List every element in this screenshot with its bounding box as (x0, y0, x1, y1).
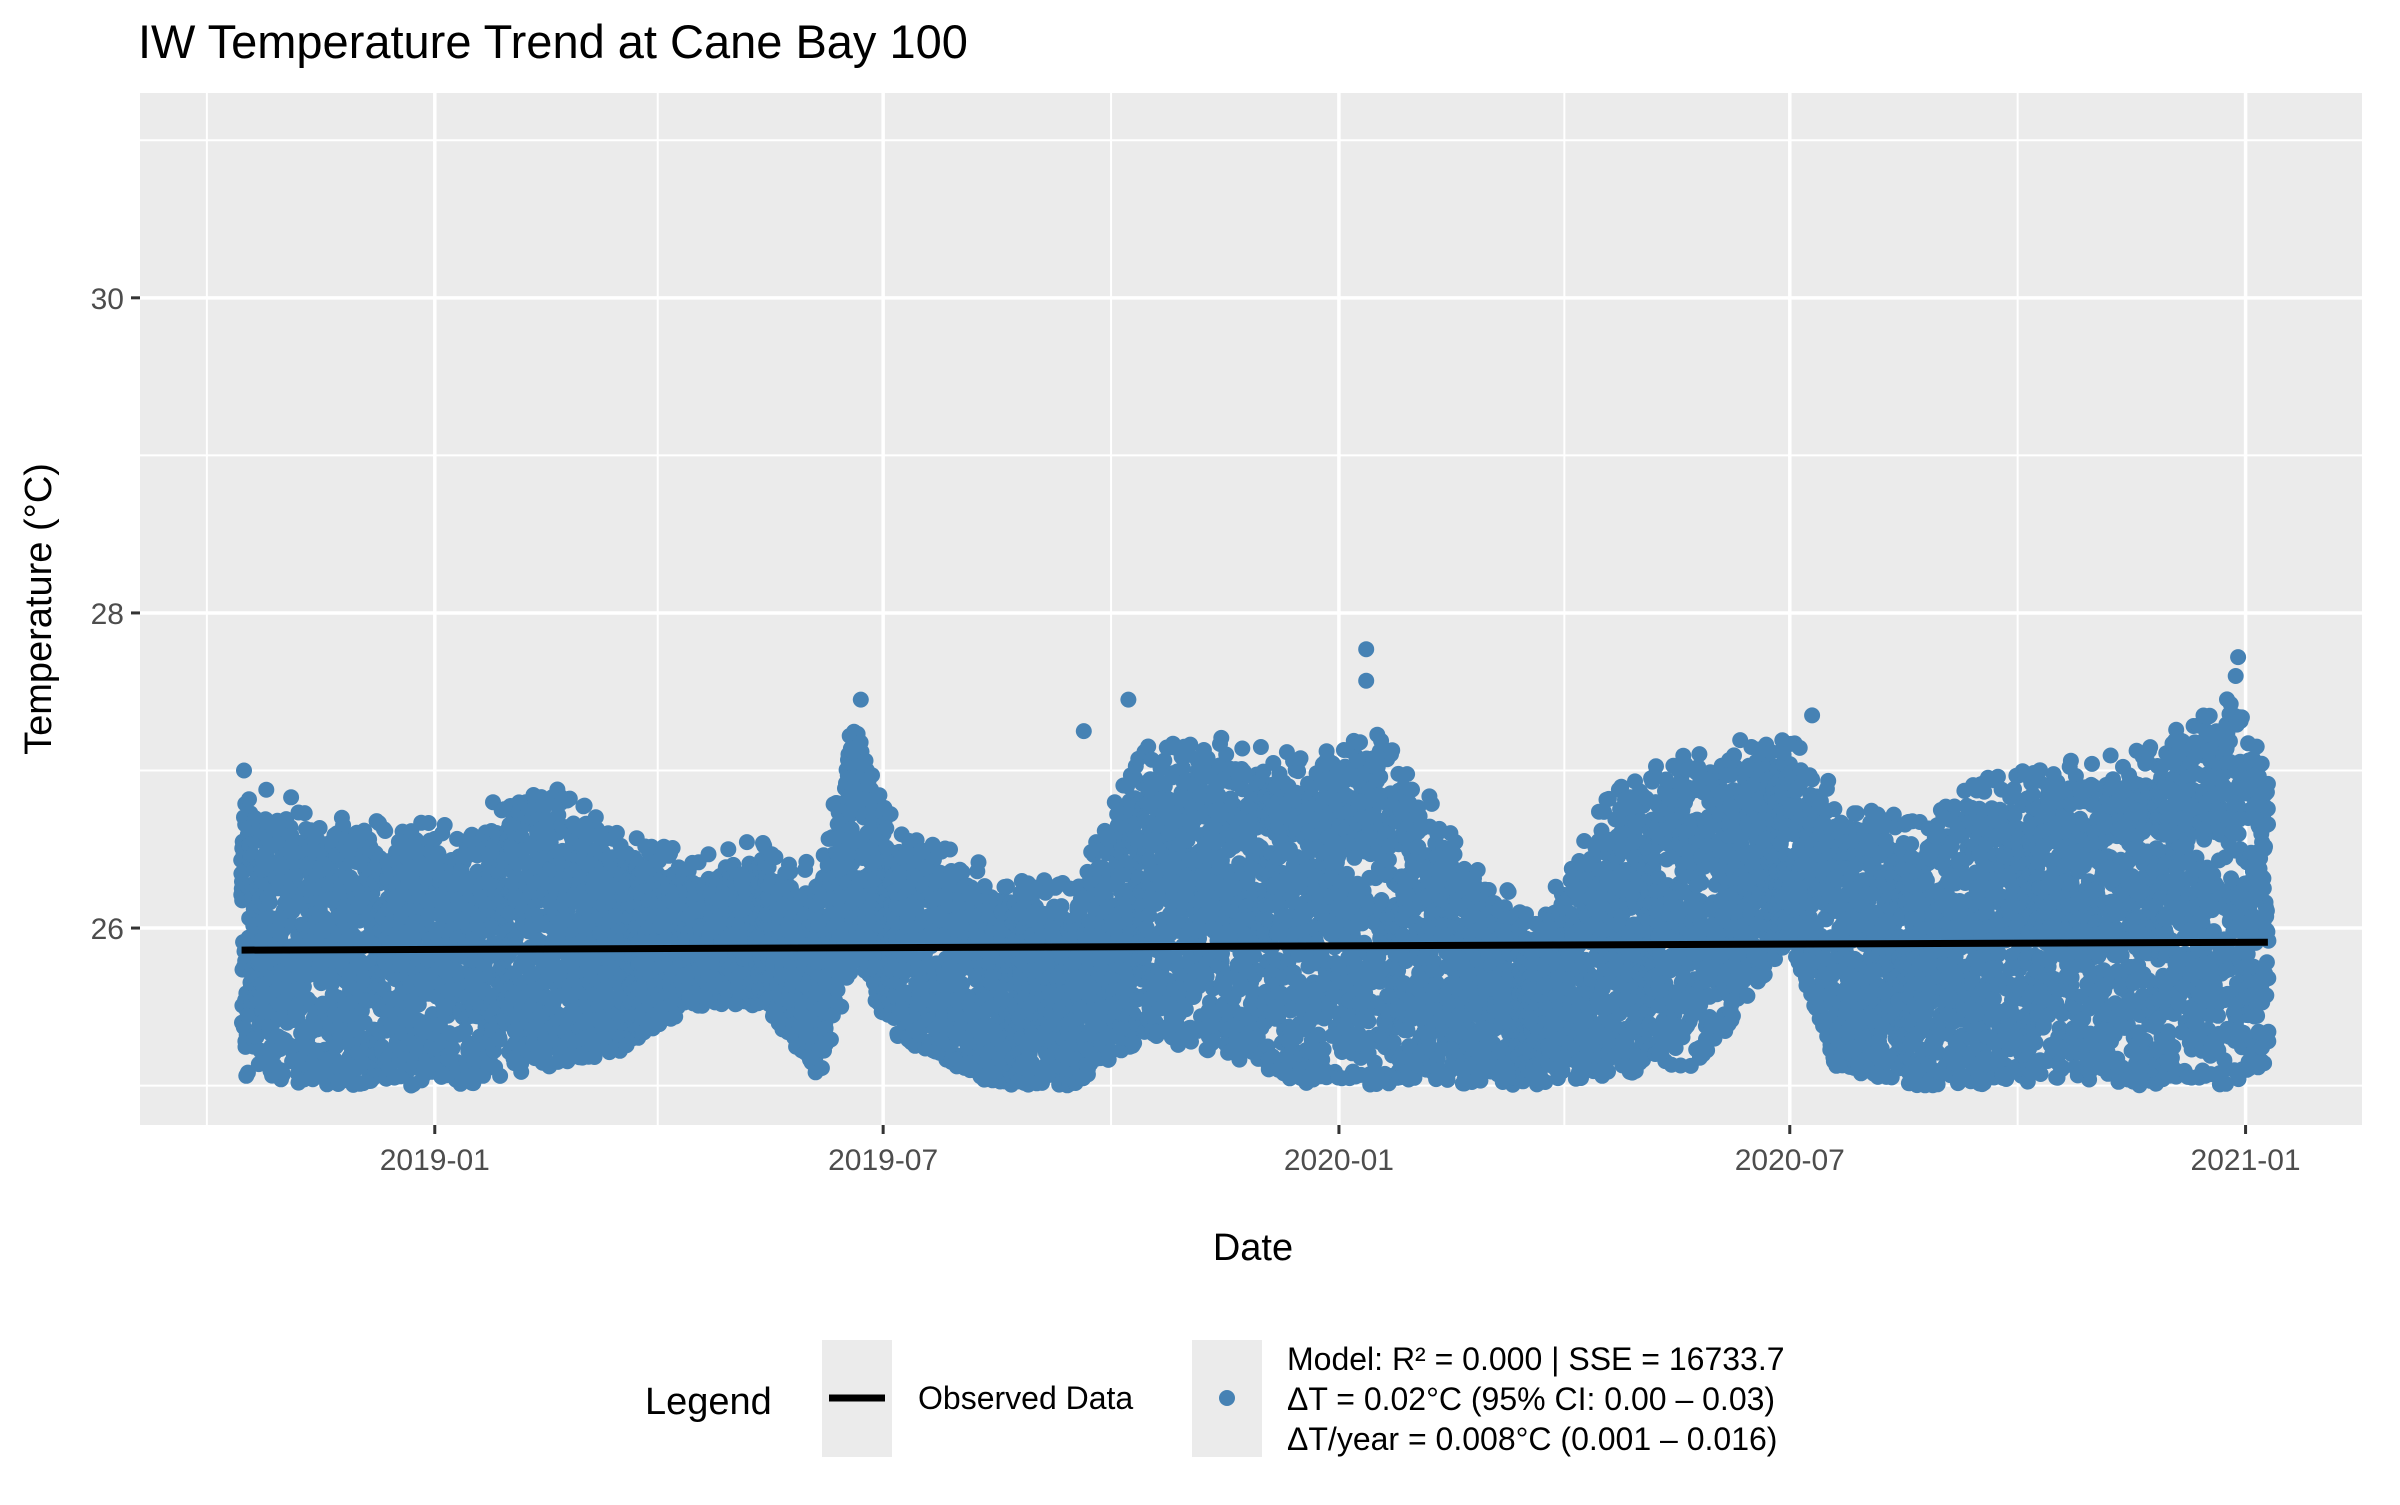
data-point (767, 849, 783, 865)
data-point (444, 1040, 460, 1056)
data-point (377, 823, 393, 839)
data-point (823, 1032, 839, 1048)
data-point (782, 864, 798, 880)
data-point (492, 1068, 508, 1084)
data-point (814, 1060, 830, 1076)
data-point (878, 820, 894, 836)
data-point (577, 798, 593, 814)
data-point (971, 854, 987, 870)
data-point (258, 782, 274, 798)
data-point (562, 791, 578, 807)
data-point (798, 854, 814, 870)
data-point (720, 841, 736, 857)
data-point (312, 820, 328, 836)
data-point (833, 999, 849, 1015)
data-point (701, 846, 717, 862)
data-point (999, 879, 1015, 895)
data-point (297, 805, 313, 821)
data-point (883, 806, 899, 822)
data-point (241, 791, 257, 807)
chart-title: IW Temperature Trend at Cane Bay 100 (138, 15, 968, 68)
data-point (283, 789, 299, 805)
data-point (421, 815, 437, 831)
data-point (437, 817, 453, 833)
data-point (665, 840, 681, 856)
data-point (942, 842, 958, 858)
data-point (739, 834, 755, 850)
data-point (864, 767, 880, 783)
